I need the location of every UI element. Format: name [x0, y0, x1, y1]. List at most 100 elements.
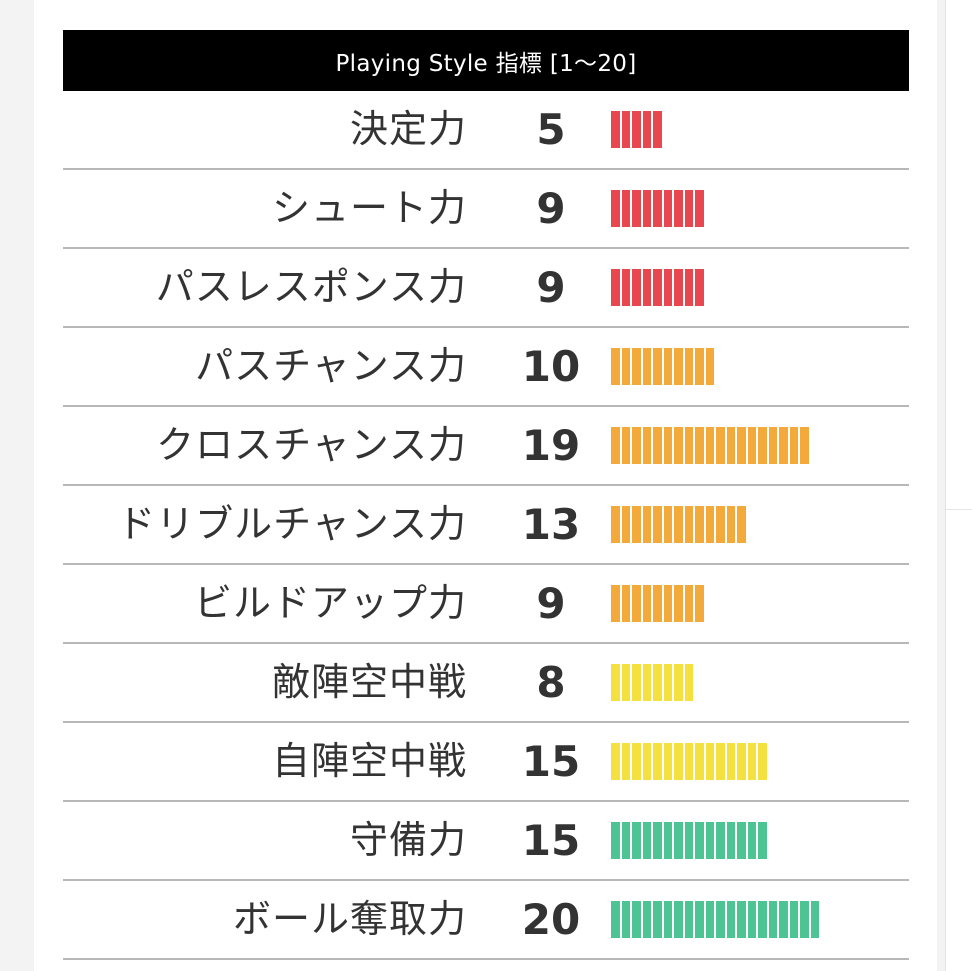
bar-segment	[695, 901, 704, 938]
stat-value: 9	[536, 579, 566, 628]
bar-segment	[747, 822, 756, 859]
bar-segment	[758, 822, 767, 859]
bar-segment	[684, 822, 693, 859]
bar-segment	[674, 427, 683, 464]
bar-segment	[684, 664, 693, 701]
bar-segment	[674, 348, 683, 385]
bar-segment	[789, 901, 798, 938]
stat-value: 5	[536, 105, 566, 154]
bar-segment	[684, 743, 693, 780]
bar-segment	[611, 822, 620, 859]
bar-segment	[684, 190, 693, 227]
bar-segment	[632, 348, 641, 385]
bar-segment	[642, 427, 651, 464]
stat-label: ドリブルチャンス力	[117, 502, 467, 546]
playing-style-table: Playing Style 指標 [1〜20] 決定力 5 シュート力 9 パス…	[63, 30, 909, 960]
bar-segment	[705, 822, 714, 859]
stat-value: 9	[536, 184, 566, 233]
bar-segment	[684, 427, 693, 464]
bar-segment	[674, 664, 683, 701]
stat-bar	[611, 743, 767, 780]
bar-segment	[663, 269, 672, 306]
bar-segment	[737, 427, 746, 464]
stat-row: 自陣空中戦 15	[63, 723, 909, 802]
bar-segment	[663, 427, 672, 464]
stat-label: パスチャンス力	[195, 344, 467, 388]
bar-segment	[705, 743, 714, 780]
bar-segment	[747, 743, 756, 780]
stat-label: 敵陣空中戦	[271, 660, 467, 704]
bar-segment	[716, 822, 725, 859]
table-header: Playing Style 指標 [1〜20]	[63, 30, 909, 91]
bar-segment	[663, 190, 672, 227]
bar-segment	[726, 822, 735, 859]
bar-segment	[611, 269, 620, 306]
bar-segment	[642, 664, 651, 701]
bar-segment	[621, 743, 630, 780]
bar-segment	[705, 427, 714, 464]
bar-segment	[716, 506, 725, 543]
stat-row: パスチャンス力 10	[63, 328, 909, 407]
bar-segment	[632, 664, 641, 701]
bar-segment	[653, 664, 662, 701]
bar-segment	[632, 585, 641, 622]
bar-segment	[695, 190, 704, 227]
bar-segment	[789, 427, 798, 464]
bar-segment	[653, 111, 662, 148]
bar-segment	[674, 269, 683, 306]
bar-segment	[663, 743, 672, 780]
bar-segment	[716, 427, 725, 464]
bar-segment	[663, 585, 672, 622]
bar-segment	[674, 743, 683, 780]
bar-segment	[684, 269, 693, 306]
bar-segment	[621, 585, 630, 622]
bar-segment	[800, 427, 809, 464]
bar-segment	[611, 111, 620, 148]
stat-value: 20	[521, 895, 581, 944]
bar-segment	[747, 427, 756, 464]
bar-segment	[747, 901, 756, 938]
side-panel	[945, 0, 972, 971]
bar-segment	[621, 822, 630, 859]
bar-segment	[642, 585, 651, 622]
bar-segment	[663, 901, 672, 938]
bar-segment	[653, 743, 662, 780]
bar-segment	[716, 743, 725, 780]
bar-segment	[684, 348, 693, 385]
bar-segment	[642, 190, 651, 227]
bar-segment	[621, 901, 630, 938]
bar-segment	[663, 506, 672, 543]
bar-segment	[653, 348, 662, 385]
bar-segment	[642, 111, 651, 148]
stat-label: パスレスポンス力	[155, 265, 467, 309]
bar-segment	[695, 743, 704, 780]
bar-segment	[632, 743, 641, 780]
bar-segment	[674, 585, 683, 622]
stat-value: 9	[536, 263, 566, 312]
bar-segment	[632, 269, 641, 306]
stat-row: パスレスポンス力 9	[63, 249, 909, 328]
stat-bar	[611, 111, 662, 148]
stat-bar	[611, 190, 704, 227]
bar-segment	[642, 506, 651, 543]
bar-segment	[632, 822, 641, 859]
bar-segment	[705, 506, 714, 543]
side-divider	[946, 509, 972, 510]
bar-segment	[611, 190, 620, 227]
bar-segment	[621, 269, 630, 306]
bar-segment	[621, 664, 630, 701]
bar-segment	[611, 427, 620, 464]
bar-segment	[695, 348, 704, 385]
bar-segment	[674, 506, 683, 543]
bar-segment	[674, 901, 683, 938]
bar-segment	[621, 190, 630, 227]
stat-bar	[611, 901, 819, 938]
bar-segment	[642, 901, 651, 938]
bar-segment	[621, 348, 630, 385]
bar-segment	[611, 743, 620, 780]
bar-segment	[737, 901, 746, 938]
bar-segment	[684, 901, 693, 938]
bar-segment	[674, 822, 683, 859]
bar-segment	[632, 506, 641, 543]
stat-label: ボール奪取力	[232, 897, 467, 941]
